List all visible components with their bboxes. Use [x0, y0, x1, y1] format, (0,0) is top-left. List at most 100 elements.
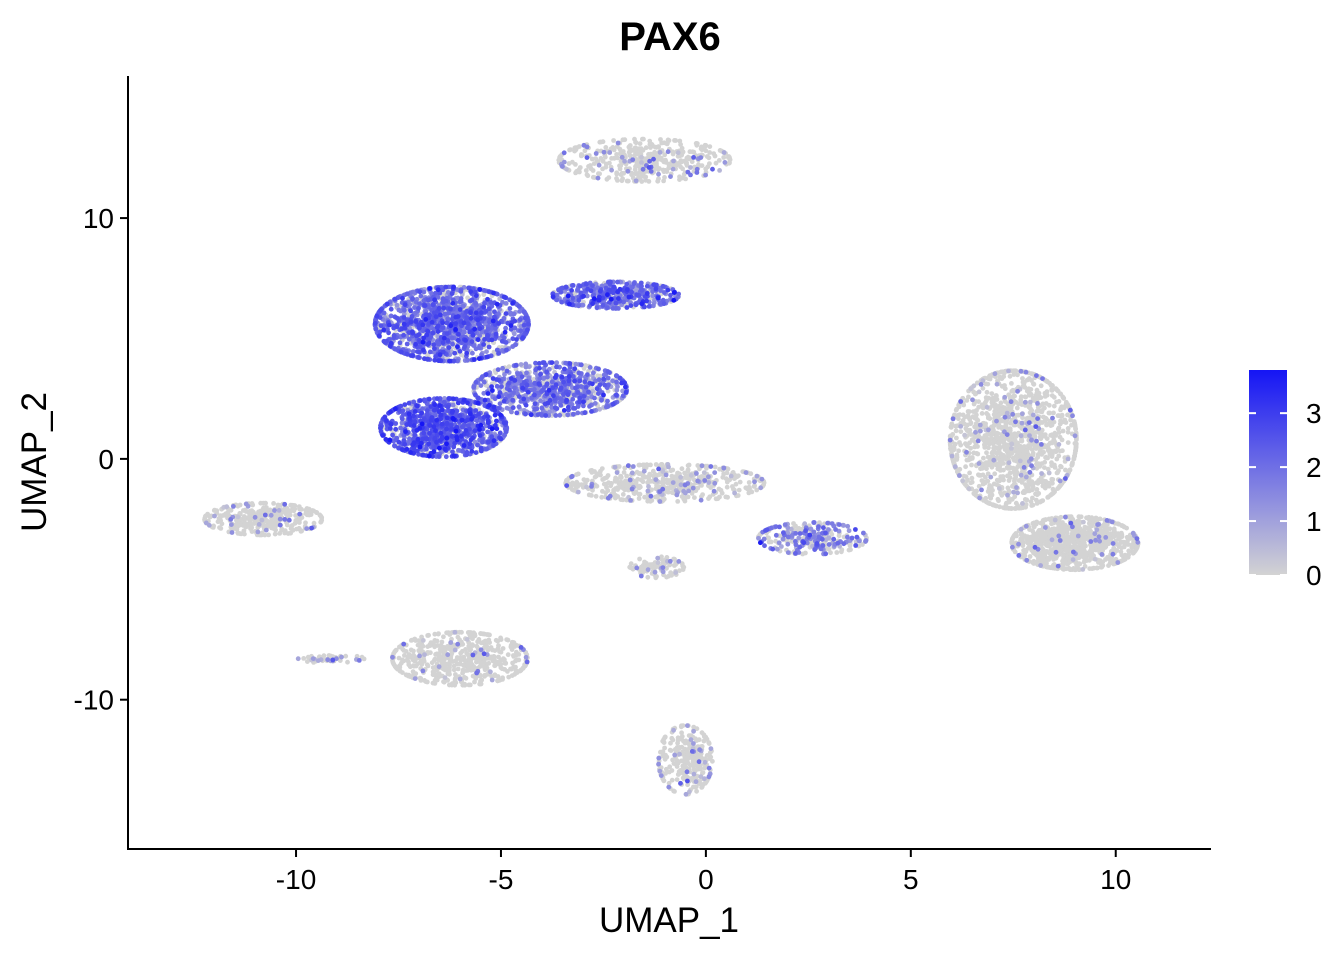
data-point: [241, 523, 246, 528]
data-point: [1028, 387, 1034, 392]
data-point: [486, 660, 492, 666]
data-point: [598, 468, 603, 474]
data-point: [1029, 408, 1035, 413]
data-point: [1006, 452, 1011, 457]
data-point: [218, 518, 224, 523]
data-point: [954, 406, 960, 412]
data-point: [1049, 393, 1055, 398]
data-point: [1046, 402, 1052, 408]
data-point: [971, 438, 976, 443]
data-point: [1111, 527, 1117, 533]
data-point: [955, 469, 960, 475]
data-point: [967, 440, 972, 446]
data-point: [662, 175, 667, 180]
data-point: [513, 664, 518, 670]
data-point: [699, 147, 705, 153]
data-point: [611, 147, 617, 153]
data-point: [287, 512, 293, 518]
data-point: [839, 549, 844, 555]
data-point: [1073, 448, 1078, 453]
data-point: [629, 170, 635, 176]
data-point: [974, 412, 979, 418]
data-point: [511, 640, 517, 646]
data-point: [670, 467, 676, 473]
data-point: [275, 512, 280, 518]
data-point: [636, 496, 642, 501]
data-point: [666, 165, 672, 171]
data-point: [994, 482, 1000, 487]
data-point: [1008, 404, 1014, 410]
data-point: [566, 161, 572, 166]
data-point: [1102, 530, 1107, 536]
data-point: [504, 637, 510, 642]
data-point: [618, 172, 624, 178]
data-point: [991, 412, 997, 417]
data-point: [263, 500, 268, 506]
data-point: [1030, 487, 1035, 493]
data-point: [241, 528, 247, 534]
data-point: [413, 671, 419, 676]
data-point: [1048, 565, 1054, 571]
data-point: [1048, 383, 1054, 388]
data-point: [319, 517, 325, 523]
data-point: [596, 171, 601, 177]
data-point: [727, 477, 733, 483]
data-point: [401, 658, 407, 664]
data-point: [511, 653, 516, 658]
data-point: [645, 497, 651, 502]
data-point: [282, 510, 288, 515]
data-point: [639, 179, 645, 184]
data-point: [672, 138, 677, 143]
data-point: [705, 164, 711, 170]
data-point: [707, 150, 712, 155]
data-point: [594, 471, 600, 477]
data-point: [990, 395, 996, 401]
data-point: [677, 174, 682, 180]
data-point: [679, 494, 685, 499]
data-point: [1030, 495, 1035, 501]
data-point: [460, 641, 466, 647]
data-point: [967, 431, 973, 437]
data-point: [393, 664, 399, 670]
data-point: [685, 468, 691, 474]
data-point: [985, 381, 991, 387]
data-point: [600, 477, 606, 482]
data-point: [1019, 480, 1025, 485]
data-point: [1040, 401, 1046, 407]
chart-title: PAX6: [619, 15, 721, 59]
data-point: [1060, 562, 1066, 568]
data-point: [1040, 529, 1046, 535]
data-point: [978, 466, 983, 472]
data-point: [991, 445, 996, 451]
data-point: [678, 768, 683, 773]
data-point: [1031, 550, 1036, 556]
data-point: [1065, 440, 1071, 445]
data-point: [249, 501, 255, 506]
data-point: [411, 663, 416, 669]
data-point: [1009, 432, 1015, 438]
data-point: [1026, 453, 1032, 458]
data-point: [1022, 533, 1028, 539]
data-point: [1023, 433, 1029, 439]
data-point: [1018, 394, 1024, 400]
data-point: [1052, 462, 1057, 468]
data-point: [441, 634, 446, 640]
data-point: [488, 645, 494, 650]
data-point: [434, 638, 440, 644]
data-point: [1047, 451, 1053, 457]
data-point: [1034, 409, 1040, 414]
data-point: [1020, 383, 1026, 389]
data-point: [654, 163, 659, 169]
data-point: [706, 741, 712, 746]
data-point: [1004, 457, 1010, 462]
data-point: [1038, 383, 1044, 389]
data-point: [1012, 393, 1017, 399]
data-point: [1094, 565, 1100, 571]
data-point: [1073, 426, 1078, 432]
data-point: [1106, 541, 1112, 547]
data-point: [975, 380, 980, 386]
data-point: [1003, 501, 1009, 507]
data-point: [983, 495, 989, 501]
data-point: [292, 506, 298, 512]
data-point: [1081, 530, 1087, 536]
